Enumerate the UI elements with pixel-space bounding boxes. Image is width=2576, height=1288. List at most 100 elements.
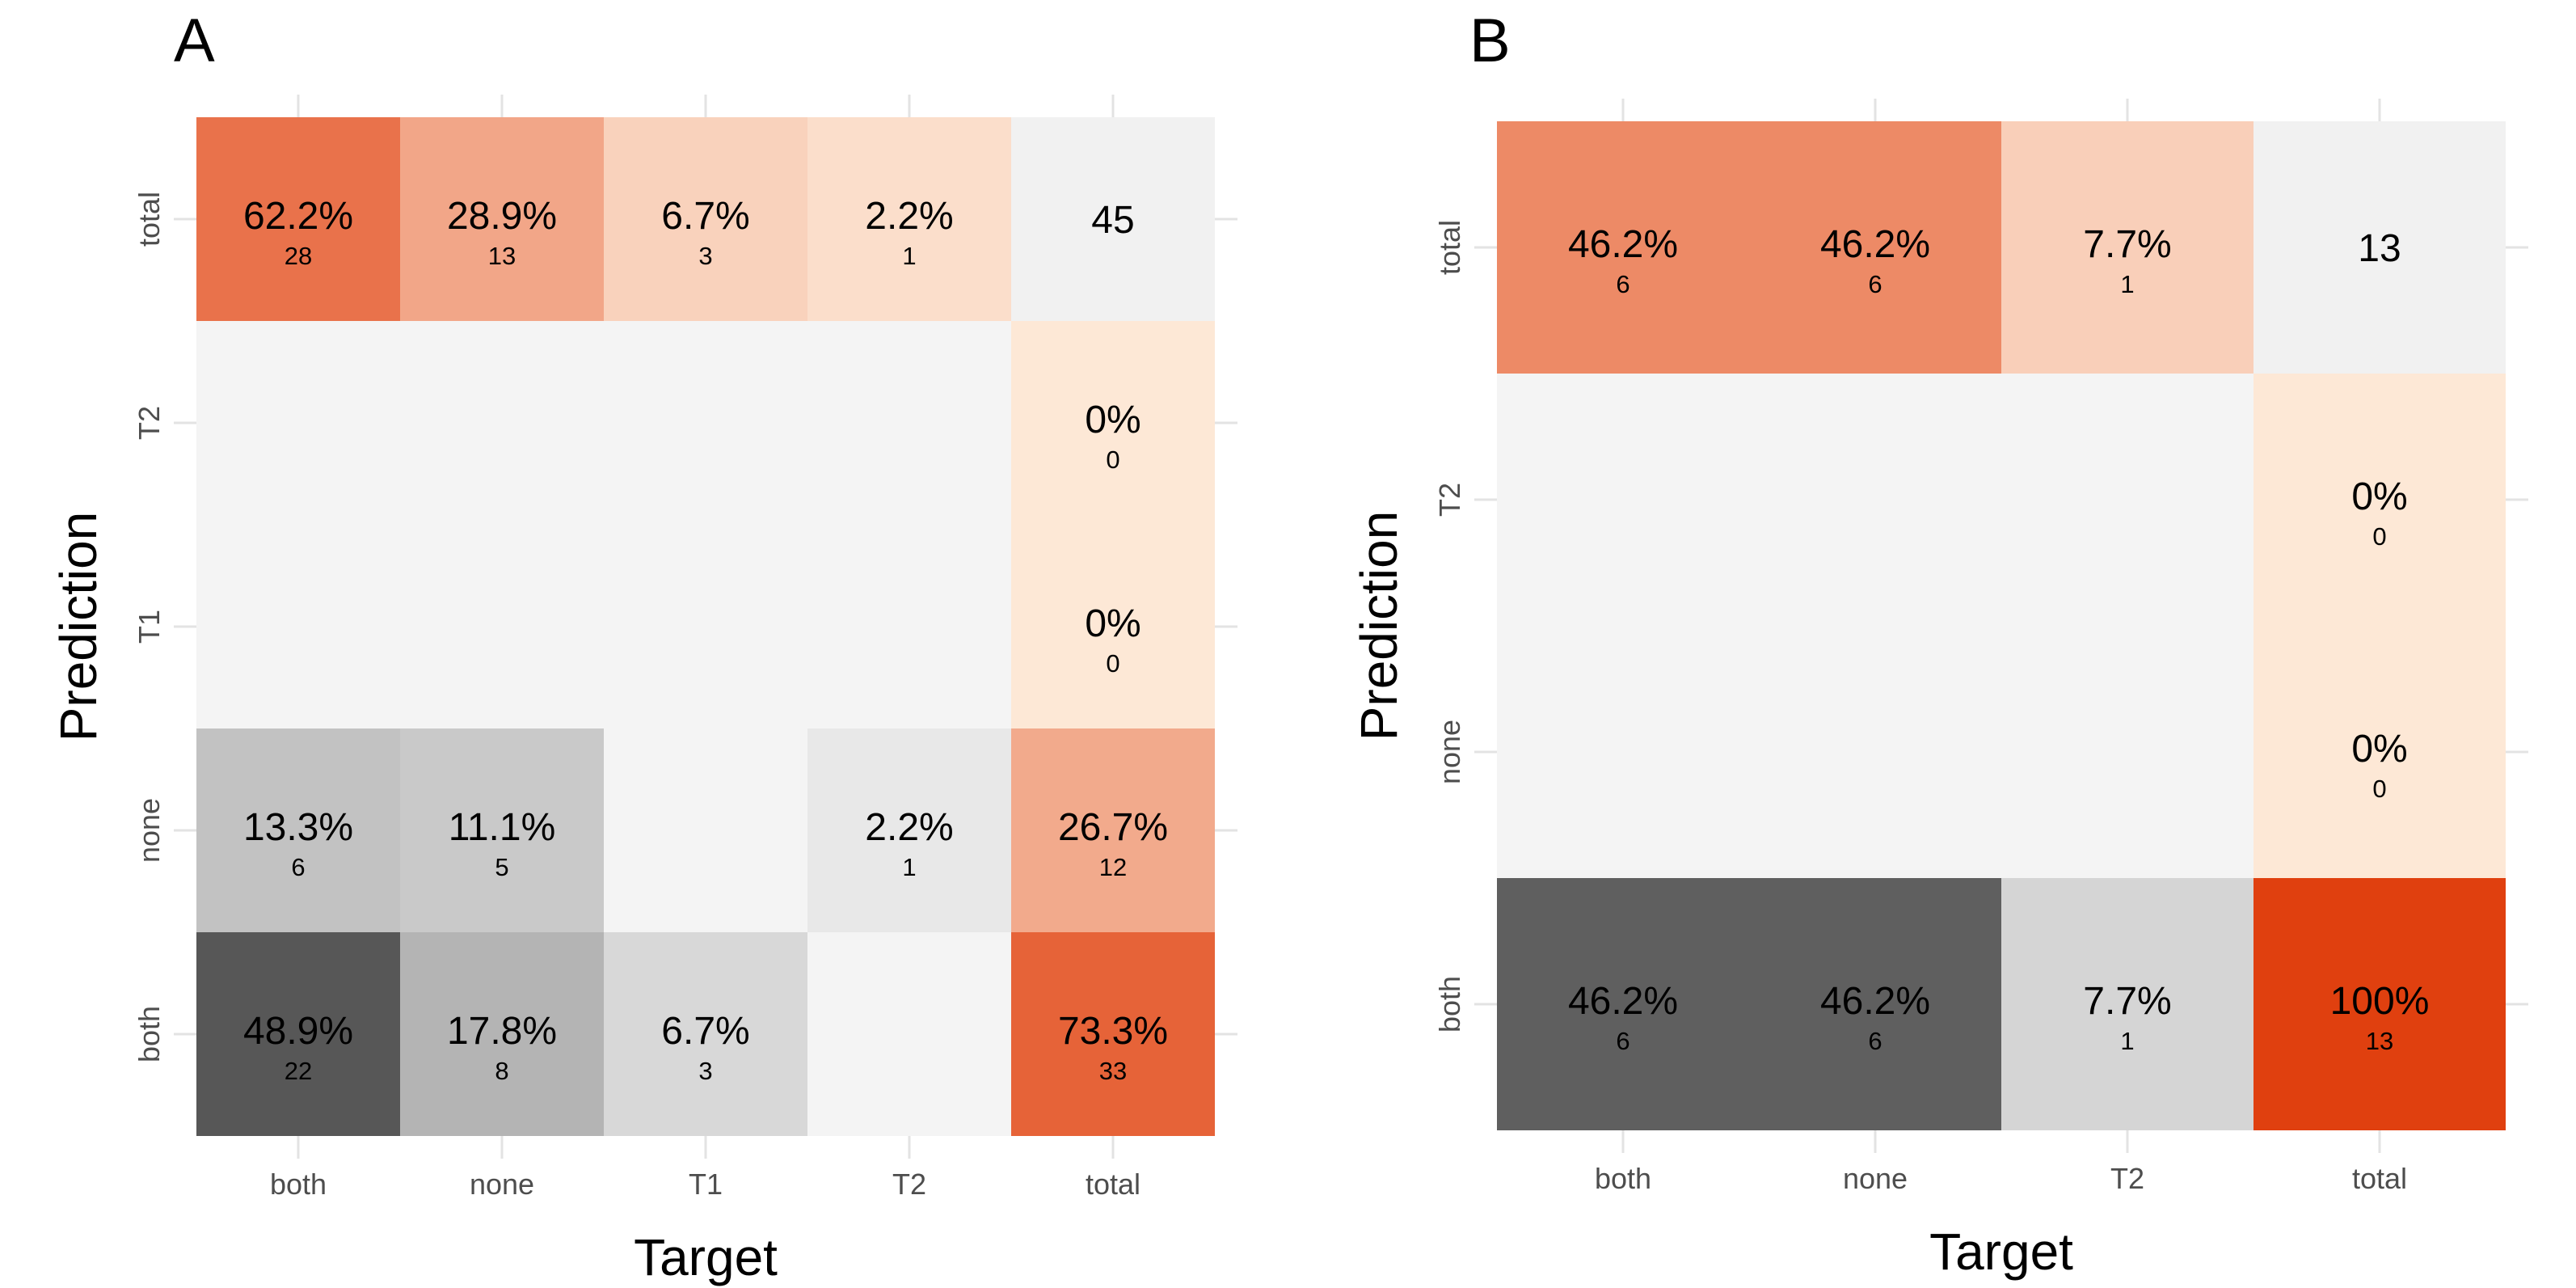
y-tick-label: both: [1433, 976, 1466, 1033]
y-tick-label: none: [1433, 720, 1466, 784]
matrix-cell: [2253, 121, 2506, 374]
matrix-cell: [400, 728, 604, 932]
matrix-cell: [1011, 728, 1215, 932]
cell-count-label: 1: [2120, 1027, 2134, 1055]
matrix-cell: [2253, 878, 2506, 1130]
matrix-cell: [1749, 878, 2001, 1130]
x-tick-label: none: [1843, 1162, 1908, 1195]
cell-percent-label: 46.2%: [1568, 980, 1678, 1023]
cell-count-label: 3: [698, 242, 712, 270]
cell-percent-label: 2.2%: [865, 806, 953, 849]
matrix-cell: [196, 728, 400, 932]
matrix-cell: [400, 932, 604, 1136]
cell-count-label: 1: [2120, 270, 2134, 298]
x-axis-title: Target: [634, 1228, 778, 1286]
cell-count-label: 6: [291, 853, 305, 881]
cell-percent-label: 28.9%: [447, 195, 557, 238]
cell-percent-label: 73.3%: [1058, 1010, 1168, 1053]
x-tick-label: T2: [892, 1168, 926, 1201]
matrix-cell: [196, 932, 400, 1136]
cell-count-label: 6: [1868, 270, 1882, 298]
cell-percent-label: 100%: [2330, 980, 2430, 1023]
cell-percent-label: 46.2%: [1568, 223, 1678, 266]
cell-count-label: 12: [1099, 853, 1127, 881]
cell-count-label: 0: [1106, 649, 1119, 678]
matrix-cell: [1011, 117, 1215, 321]
cell-percent-label: 7.7%: [2083, 223, 2171, 266]
cell-percent-label: 46.2%: [1820, 980, 1930, 1023]
x-tick-label: both: [1595, 1162, 1651, 1195]
cell-percent-label: 13.3%: [243, 806, 353, 849]
cell-count-label: 6: [1616, 270, 1629, 298]
cell-count-label: 0: [2372, 775, 2386, 803]
y-axis-title: Prediction: [49, 512, 108, 742]
cell-percent-label: 17.8%: [447, 1010, 557, 1053]
cell-percent-label: 62.2%: [243, 195, 353, 238]
cell-count-label: 1: [902, 242, 916, 270]
x-tick-label: total: [2352, 1162, 2407, 1195]
matrix-cell: [1497, 121, 1749, 374]
y-tick-label: total: [1433, 220, 1466, 275]
y-tick-label: T1: [133, 610, 166, 644]
cell-percent-label: 6.7%: [661, 195, 749, 238]
matrix-cell: [1011, 525, 1215, 728]
x-tick-label: T2: [2110, 1162, 2144, 1195]
x-tick-label: none: [470, 1168, 534, 1201]
matrix-cell: [1497, 878, 1749, 1130]
cell-percent-label: 0%: [2351, 475, 2407, 518]
cell-count-label: 13: [488, 242, 516, 270]
cell-count-label: 3: [698, 1057, 712, 1085]
x-axis-title: Target: [1929, 1223, 2073, 1281]
y-axis-title: Prediction: [1350, 511, 1408, 741]
cell-count-label: 13: [2366, 1027, 2393, 1055]
matrix-cell: [2253, 626, 2506, 878]
y-tick-label: T2: [133, 406, 166, 440]
cell-count-label: 28: [285, 242, 312, 270]
cell-percent-label: 6.7%: [661, 1010, 749, 1053]
cell-percent-label: 0%: [1085, 602, 1140, 645]
panel-label: B: [1469, 6, 1511, 75]
cell-percent-label: 45: [1091, 199, 1134, 242]
matrix-cell: [2001, 878, 2253, 1130]
matrix-cell: [2001, 121, 2253, 374]
cell-percent-label: 13: [2358, 227, 2401, 270]
matrix-cell: [604, 932, 807, 1136]
matrix-cell: [807, 117, 1011, 321]
cell-percent-label: 0%: [2351, 728, 2407, 771]
cell-count-label: 0: [1106, 446, 1119, 474]
cell-percent-label: 48.9%: [243, 1010, 353, 1053]
matrix-cell: [1011, 932, 1215, 1136]
cell-percent-label: 46.2%: [1820, 223, 1930, 266]
y-tick-label: total: [133, 192, 166, 247]
x-tick-label: both: [270, 1168, 327, 1201]
panel-label: A: [174, 6, 215, 75]
cell-count-label: 8: [495, 1057, 508, 1085]
matrix-cell: [2253, 374, 2506, 626]
y-tick-label: both: [133, 1006, 166, 1062]
cell-count-label: 22: [285, 1057, 312, 1085]
cell-count-label: 33: [1099, 1057, 1127, 1085]
panel-b: 46.2% 6 46.2% 6 7.7% 1 13 0% 0 0% 0 46.2% 6 46.2% 6 7.7…: [1350, 6, 2528, 1281]
cell-percent-label: 0%: [1085, 399, 1140, 441]
cell-count-label: 6: [1868, 1027, 1882, 1055]
matrix-cell: [196, 117, 400, 321]
matrix-cell: [1749, 121, 2001, 374]
cell-count-label: 0: [2372, 522, 2386, 551]
cell-percent-label: 2.2%: [865, 195, 953, 238]
matrix-cell: [604, 117, 807, 321]
cell-count-label: 5: [495, 853, 508, 881]
cell-percent-label: 11.1%: [449, 806, 556, 849]
matrix-cell: [1011, 321, 1215, 525]
x-tick-label: total: [1086, 1168, 1140, 1201]
cell-percent-label: 7.7%: [2083, 980, 2171, 1023]
x-tick-label: T1: [689, 1168, 723, 1201]
matrix-cell: [400, 117, 604, 321]
cell-count-label: 6: [1616, 1027, 1629, 1055]
panel-a: 62.2%2828.9%136.7%32.2%1450%00%013.3%611…: [49, 6, 1237, 1286]
y-tick-label: none: [133, 798, 166, 863]
cell-count-label: 1: [902, 853, 916, 881]
y-tick-label: T2: [1433, 483, 1466, 517]
matrix-cell: [807, 728, 1011, 932]
